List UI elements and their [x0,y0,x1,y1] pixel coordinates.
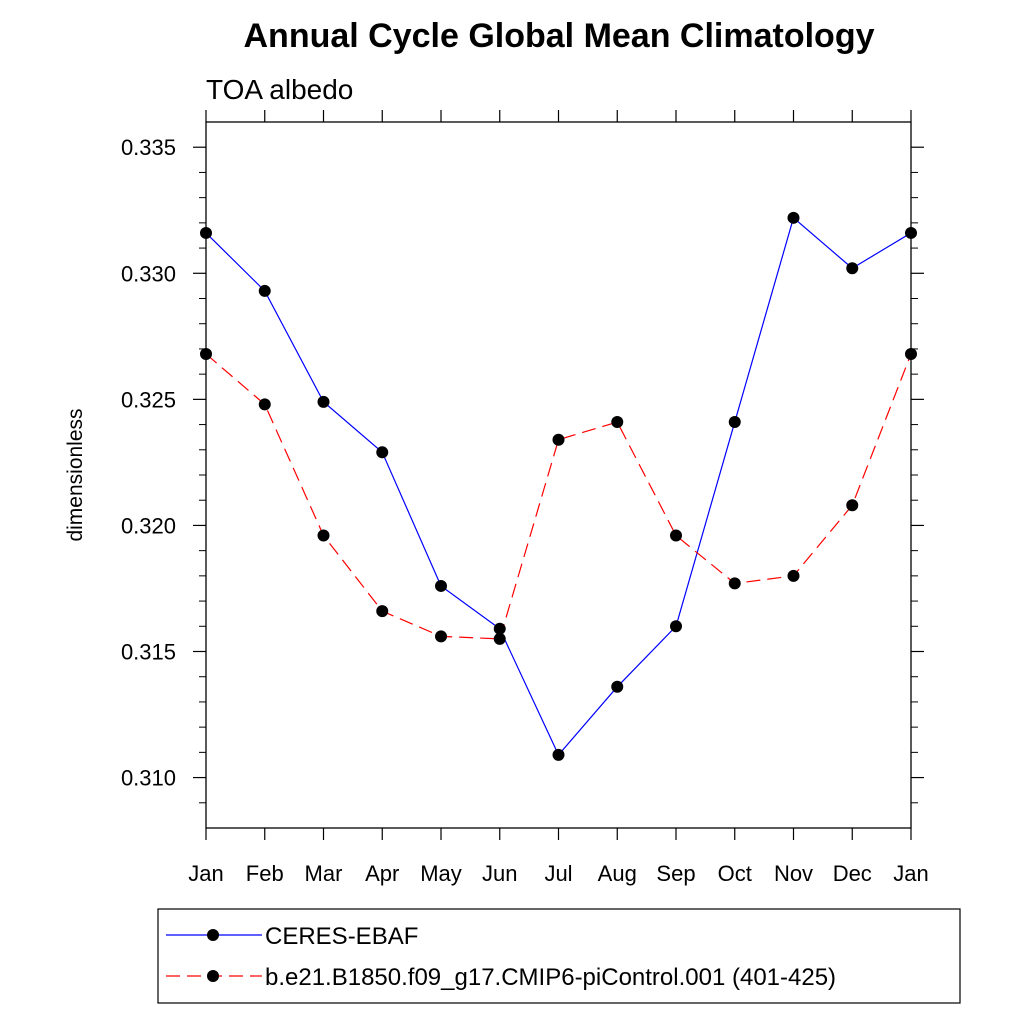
series-0-point [435,579,447,592]
x-tick-label: Jan [893,861,928,886]
series-0-point [552,748,565,761]
chart-title: Annual Cycle Global Mean Climatology [244,17,875,55]
series-layer [200,211,917,761]
legend-box [157,908,961,1004]
x-tick-label: Sep [656,861,695,886]
chart-subtitle: TOA albedo [206,74,353,105]
series-1-point [435,630,447,643]
legend-marker-model [207,970,219,982]
x-tick-label: May [420,861,462,886]
y-tick-label: 0.330 [121,261,176,286]
legend-label-ceres: CERES-EBAF [265,923,418,950]
y-tick-label: 0.310 [121,766,176,791]
legend-entry-ceres: CERES-EBAF [166,923,418,950]
axis-ticks [193,110,924,840]
series-1-point [670,529,682,542]
x-tick-label: Oct [718,861,752,886]
series-1-point [611,416,624,429]
series-0-point [611,680,624,693]
x-tick-label: Jun [482,861,517,886]
x-tick-label: Mar [305,861,343,886]
plot-area [205,121,912,829]
series-1-point [258,398,271,411]
legend: CERES-EBAF b.e21.B1850.f09_g17.CMIP6-piC… [157,908,961,1004]
y-tick-label: 0.335 [121,135,176,160]
y-tick-label: 0.315 [121,640,176,665]
x-tick-labels: Jan Feb Mar Apr May Jun Jul Aug Sep Oct Nov Dec Jan [188,861,928,886]
x-tick-label: Apr [365,861,399,886]
series-0-point [846,262,859,275]
y-tick-label: 0.325 [121,387,176,412]
x-tick-label: Jan [188,861,223,886]
series-1-point [552,433,565,446]
series-0-point [317,395,330,408]
series-line-1 [205,353,912,640]
series-1-point [787,569,800,582]
series-0-point [728,416,741,429]
x-tick-label: Dec [833,861,872,886]
y-axis-label: dimensionless [64,408,87,541]
series-0-point [493,622,506,635]
series-0-point [258,284,271,297]
series-1-point [317,529,330,542]
x-tick-label: Nov [774,861,813,886]
legend-label-model: b.e21.B1850.f09_g17.CMIP6-piControl.001 … [265,964,836,991]
series-0-point [787,211,800,224]
y-tick-label: 0.320 [121,513,176,538]
x-tick-label: Aug [598,861,637,886]
series-0-point [376,446,389,459]
x-tick-label: Jul [544,861,572,886]
y-tick-labels: 0.310 0.315 0.320 0.325 0.330 0.335 [121,135,176,790]
legend-entry-model: b.e21.B1850.f09_g17.CMIP6-piControl.001 … [166,964,836,991]
series-1-point [728,577,741,590]
series-1-point [846,499,859,512]
series-0-point [670,620,682,633]
series-1-point [376,605,389,618]
series-line-0 [205,216,912,756]
series-1-point [493,632,506,645]
x-tick-label: Feb [246,861,284,886]
legend-marker-ceres [207,929,219,941]
